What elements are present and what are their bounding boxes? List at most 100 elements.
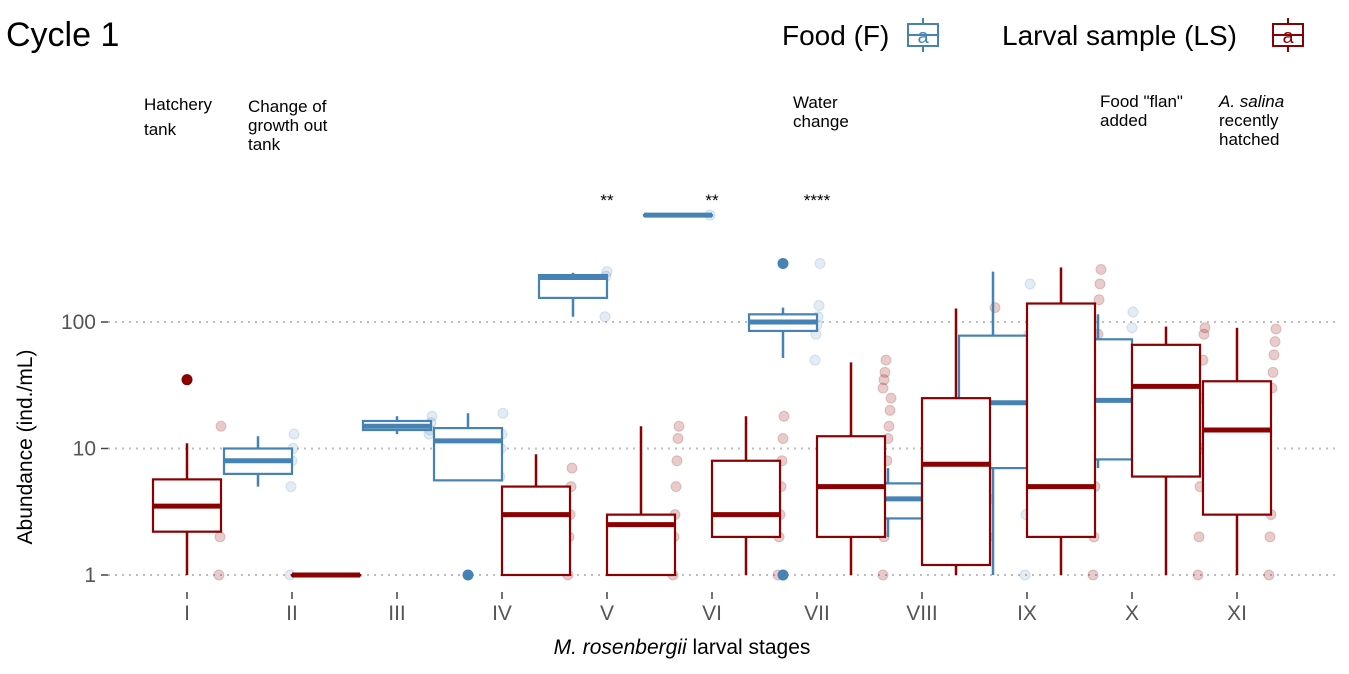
annotation-II: Change of growth out tank bbox=[248, 97, 328, 154]
jitter-point bbox=[673, 420, 685, 432]
x-axis-title-species: M. rosenbergii bbox=[554, 636, 688, 659]
jitter-point bbox=[1024, 278, 1036, 290]
x-tick-label: VIII bbox=[906, 602, 938, 625]
jitter-point bbox=[1263, 569, 1275, 581]
y-axis: 1 10 100 bbox=[61, 311, 108, 587]
box-larval-IX bbox=[1025, 267, 1097, 575]
annotation-line: recently bbox=[1219, 111, 1279, 130]
box-larval-X bbox=[1130, 326, 1202, 575]
box-food-VII bbox=[747, 258, 819, 581]
jitter-point bbox=[288, 428, 300, 440]
jitter-point bbox=[1270, 323, 1282, 335]
jitter-point bbox=[1199, 322, 1211, 334]
jitter-point bbox=[672, 432, 684, 444]
x-tick-label: IX bbox=[1017, 602, 1037, 625]
jitter-point bbox=[877, 569, 889, 581]
significance-markers: ** ** **** bbox=[600, 191, 830, 210]
jitter-point bbox=[885, 392, 897, 404]
annotation-line: Change of bbox=[248, 97, 327, 116]
significance-VII: **** bbox=[804, 191, 831, 210]
y-tick-label: 1 bbox=[84, 564, 96, 587]
jitter-point bbox=[1269, 336, 1281, 348]
box-larval-I bbox=[151, 374, 223, 575]
jitter-point bbox=[813, 300, 825, 312]
jitter-point bbox=[1087, 569, 1099, 581]
box-iqr bbox=[710, 459, 782, 539]
annotation-line: Food "flan" bbox=[1100, 92, 1183, 111]
jitter-point bbox=[497, 407, 509, 419]
jitter-point bbox=[1198, 328, 1210, 340]
jitter-point bbox=[778, 410, 790, 422]
x-tick-label: V bbox=[600, 602, 614, 625]
box-iqr bbox=[432, 426, 504, 482]
jitter-point bbox=[671, 455, 683, 467]
y-axis-title: Abundance (ind./mL) bbox=[14, 350, 37, 545]
x-tick-label: VI bbox=[702, 602, 722, 625]
annotation-I: Hatchery tank bbox=[144, 95, 213, 139]
jitter-point bbox=[989, 302, 1001, 314]
legend: Food (F) a Larval sample (LS) a bbox=[782, 18, 1304, 52]
legend-entry-1: Larval sample (LS) a bbox=[1002, 18, 1304, 52]
box-larval-VII bbox=[815, 362, 887, 575]
box-food-III bbox=[361, 416, 433, 435]
jitter-point bbox=[1126, 322, 1138, 334]
x-tick-label: I bbox=[184, 602, 190, 625]
legend-glyph-letter: a bbox=[1282, 26, 1294, 48]
jitter-point bbox=[1268, 349, 1280, 361]
box-larval-VI bbox=[710, 416, 782, 575]
jitter-point bbox=[426, 410, 438, 422]
box-iqr bbox=[920, 397, 992, 567]
significance-V: ** bbox=[600, 191, 614, 210]
jitter-point bbox=[599, 311, 611, 323]
outlier-point bbox=[181, 374, 193, 386]
box-iqr bbox=[500, 485, 572, 577]
box-food-V bbox=[537, 272, 609, 317]
jitter-point bbox=[1192, 569, 1204, 581]
chart-title: Cycle 1 bbox=[6, 16, 119, 54]
jitter-point bbox=[809, 354, 821, 366]
jitter-point bbox=[285, 481, 297, 493]
jitter-point bbox=[670, 481, 682, 493]
x-tick-label: III bbox=[388, 602, 406, 625]
jitter-point bbox=[1093, 294, 1105, 306]
jitter-point bbox=[883, 420, 895, 432]
x-tick-label: VII bbox=[804, 602, 830, 625]
legend-entry-0: Food (F) a bbox=[782, 18, 939, 52]
annotation-line: hatched bbox=[1219, 130, 1280, 149]
annotation-line: tank bbox=[248, 135, 281, 154]
annotation-line: growth out bbox=[248, 116, 328, 135]
y-tick-label: 10 bbox=[73, 438, 96, 461]
box-larval-II bbox=[290, 572, 362, 578]
boxes bbox=[151, 212, 1273, 581]
jitter-point bbox=[566, 462, 578, 474]
jitter-point bbox=[1264, 531, 1276, 543]
x-tick-label: XI bbox=[1227, 602, 1247, 625]
jitter-point bbox=[1267, 366, 1279, 378]
x-axis: I II III IV V VI VII VIII IX X XI bbox=[184, 592, 1247, 625]
x-tick-label: X bbox=[1125, 602, 1139, 625]
jitter-point bbox=[814, 258, 826, 270]
jitter-point bbox=[877, 382, 889, 394]
outlier-point bbox=[462, 569, 474, 581]
annotation-line: change bbox=[793, 112, 849, 131]
x-tick-label: IV bbox=[492, 602, 512, 625]
annotation-line: tank bbox=[144, 120, 177, 139]
jitter-point bbox=[214, 531, 226, 543]
legend-label: Larval sample (LS) bbox=[1002, 20, 1237, 51]
x-axis-title-rest: larval stages bbox=[687, 636, 811, 659]
annotation-VII: Water change bbox=[793, 93, 849, 131]
jitter-point bbox=[213, 569, 225, 581]
significance-VI: ** bbox=[705, 191, 719, 210]
x-tick-label: II bbox=[286, 602, 298, 625]
annotation-line: added bbox=[1100, 111, 1147, 130]
annotation-line: Hatchery bbox=[144, 95, 213, 114]
box-larval-VIII bbox=[920, 308, 992, 575]
box-iqr bbox=[1130, 343, 1202, 478]
jitter-point bbox=[1127, 306, 1139, 318]
annotation-line: Water bbox=[793, 93, 838, 112]
box-food-IV bbox=[432, 413, 504, 581]
jitter-point bbox=[879, 366, 891, 378]
jitter-point bbox=[1094, 278, 1106, 290]
